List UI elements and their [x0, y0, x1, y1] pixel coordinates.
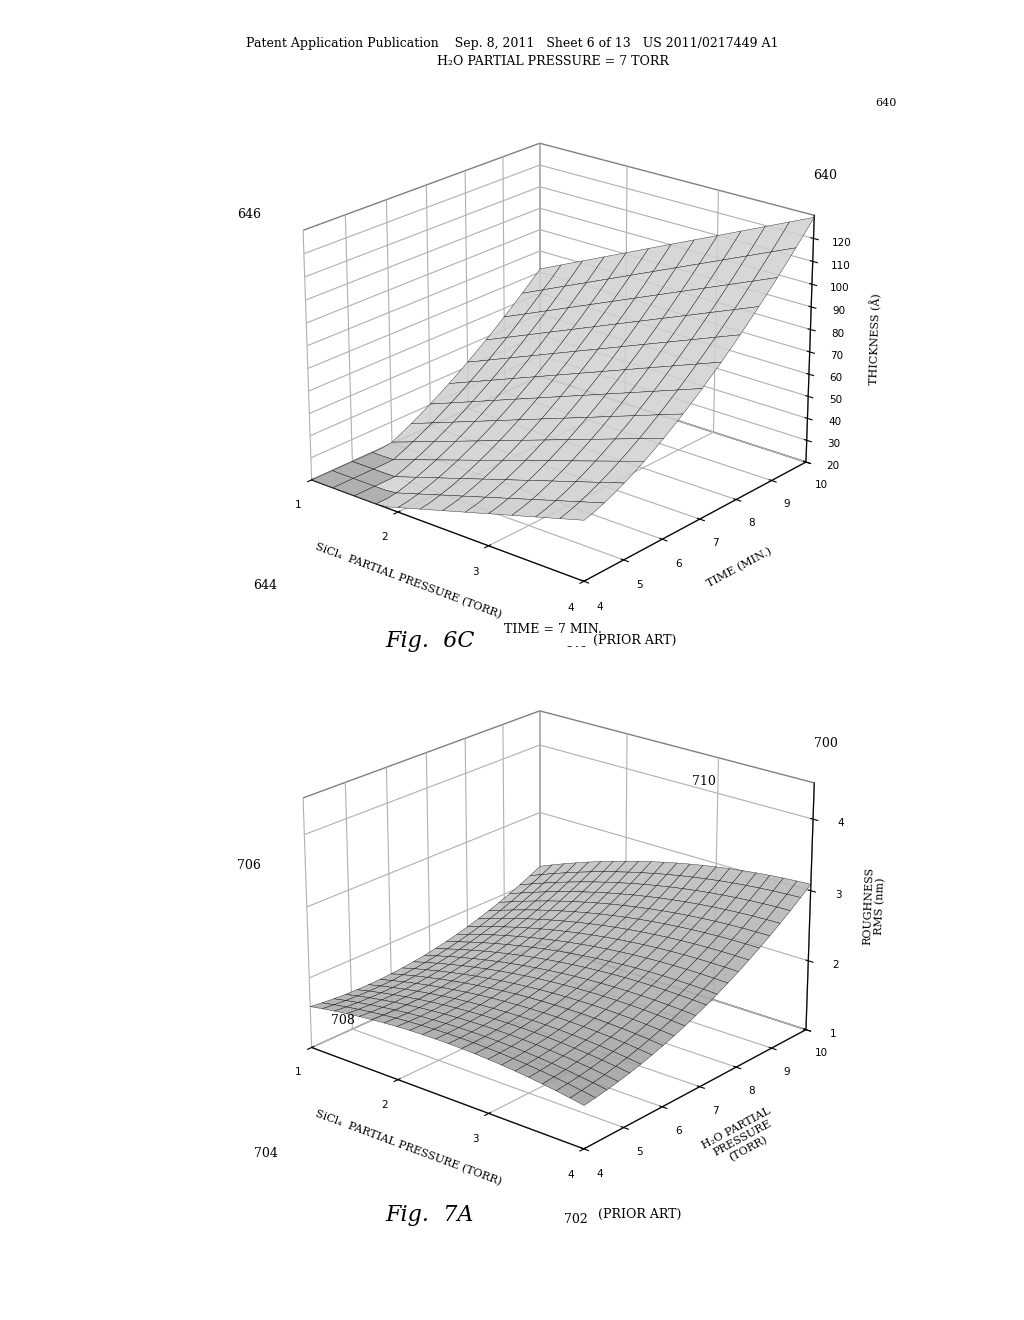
X-axis label: SiCl₄  PARTIAL PRESSURE (TORR): SiCl₄ PARTIAL PRESSURE (TORR) — [314, 541, 504, 620]
Text: 708: 708 — [331, 1014, 355, 1027]
Title: H₂O PARTIAL PRESSURE = 7 TORR: H₂O PARTIAL PRESSURE = 7 TORR — [437, 55, 669, 69]
Title: TIME = 7 MIN.: TIME = 7 MIN. — [504, 623, 602, 636]
Text: Fig.  6C: Fig. 6C — [385, 630, 475, 652]
Text: 710: 710 — [691, 775, 716, 788]
Y-axis label: TIME (MIN.): TIME (MIN.) — [706, 546, 774, 589]
Text: 642: 642 — [564, 645, 588, 659]
Text: 702: 702 — [564, 1213, 588, 1226]
Text: Patent Application Publication    Sep. 8, 2011   Sheet 6 of 13   US 2011/0217449: Patent Application Publication Sep. 8, 2… — [246, 37, 778, 50]
Text: (PRIOR ART): (PRIOR ART) — [598, 1208, 682, 1221]
Text: 706: 706 — [237, 858, 261, 871]
Text: Fig.  7A: Fig. 7A — [386, 1204, 474, 1226]
Text: 640: 640 — [813, 169, 838, 182]
Y-axis label: H₂O PARTIAL
PRESSURE
(TORR): H₂O PARTIAL PRESSURE (TORR) — [700, 1106, 784, 1172]
Text: 644: 644 — [254, 579, 278, 593]
Text: 646: 646 — [237, 207, 261, 220]
Text: (PRIOR ART): (PRIOR ART) — [593, 634, 677, 647]
Text: 640: 640 — [876, 98, 897, 108]
Text: 704: 704 — [254, 1147, 278, 1160]
X-axis label: SiCl₄  PARTIAL PRESSURE (TORR): SiCl₄ PARTIAL PRESSURE (TORR) — [314, 1109, 504, 1188]
Text: 700: 700 — [813, 737, 838, 750]
